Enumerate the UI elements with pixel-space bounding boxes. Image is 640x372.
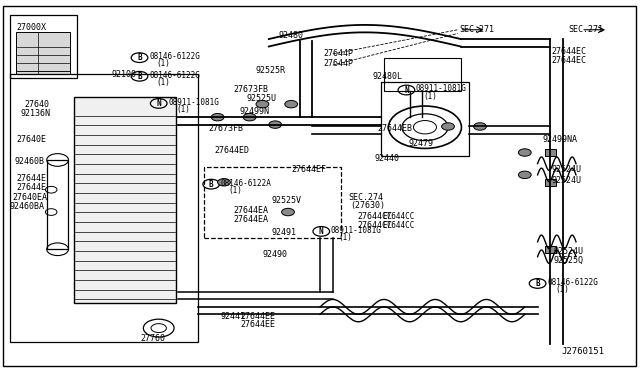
Text: J2760151: J2760151 — [562, 347, 605, 356]
Text: 92460B: 92460B — [14, 157, 44, 166]
Bar — [10, 15, 77, 78]
Bar — [545, 149, 556, 156]
Text: 27644E: 27644E — [16, 174, 46, 183]
Text: 92491: 92491 — [272, 228, 297, 237]
Text: 08146-6122A: 08146-6122A — [221, 179, 271, 187]
Text: (27630): (27630) — [351, 201, 386, 210]
Circle shape — [282, 208, 294, 216]
Text: 27644P: 27644P — [323, 49, 353, 58]
Text: B: B — [137, 53, 142, 62]
Text: 92479: 92479 — [408, 139, 433, 148]
Text: 92440: 92440 — [374, 154, 399, 163]
Text: 27644EC: 27644EC — [552, 47, 587, 56]
Text: 92499NA: 92499NA — [543, 135, 578, 144]
Circle shape — [474, 123, 486, 130]
Text: 92480: 92480 — [278, 31, 303, 40]
Circle shape — [256, 100, 269, 108]
Bar — [47, 160, 68, 249]
Circle shape — [518, 171, 531, 179]
Text: 92525U: 92525U — [246, 94, 276, 103]
Text: SEC.274: SEC.274 — [349, 193, 384, 202]
Text: 92480L: 92480L — [372, 72, 403, 81]
Text: 27673FB: 27673FB — [234, 85, 269, 94]
Text: 27640E: 27640E — [16, 135, 46, 144]
Text: E7644CC: E7644CC — [383, 212, 415, 221]
Text: 92525R: 92525R — [256, 66, 286, 75]
Text: 27644EC: 27644EC — [552, 56, 587, 65]
Text: 92499N: 92499N — [240, 107, 270, 116]
Text: 27644EE: 27644EE — [240, 320, 275, 329]
Text: 27644EB: 27644EB — [378, 124, 413, 133]
Text: 27644ED: 27644ED — [214, 146, 250, 155]
Circle shape — [243, 113, 256, 121]
Bar — [204, 167, 341, 238]
Circle shape — [269, 121, 282, 128]
Text: 92525Q: 92525Q — [554, 256, 584, 265]
Text: B: B — [137, 72, 142, 81]
Text: 92136N: 92136N — [20, 109, 51, 118]
Text: (1): (1) — [176, 105, 190, 114]
Text: 27644EA: 27644EA — [234, 215, 269, 224]
Text: SEC.271: SEC.271 — [460, 25, 495, 34]
Text: 92524U: 92524U — [554, 247, 584, 256]
Text: 08911-1081G: 08911-1081G — [168, 98, 219, 107]
Text: 08146-6122G: 08146-6122G — [547, 278, 598, 287]
Text: 92490: 92490 — [262, 250, 287, 259]
Circle shape — [442, 123, 454, 130]
Text: 08911-1081G: 08911-1081G — [331, 226, 381, 235]
Text: 27644E: 27644E — [16, 183, 46, 192]
Text: (1): (1) — [424, 92, 438, 101]
Text: 27644EF: 27644EF — [291, 165, 326, 174]
Text: N: N — [319, 227, 324, 236]
Text: 27000X: 27000X — [16, 23, 46, 32]
Bar — [16, 32, 70, 74]
Text: (1): (1) — [228, 186, 243, 195]
Circle shape — [518, 149, 531, 156]
Text: (1): (1) — [157, 78, 171, 87]
Text: 92100: 92100 — [112, 70, 137, 79]
Text: 27644EE: 27644EE — [240, 312, 275, 321]
Bar — [384, 58, 461, 91]
Text: E7644CC: E7644CC — [383, 221, 415, 230]
Text: N: N — [156, 99, 161, 108]
Text: 27644CC: 27644CC — [357, 212, 392, 221]
Text: 92460BA: 92460BA — [10, 202, 45, 211]
Bar — [381, 82, 469, 156]
Text: (1): (1) — [339, 233, 353, 242]
Text: 27644P: 27644P — [323, 59, 353, 68]
Bar — [545, 246, 556, 253]
Circle shape — [218, 179, 230, 186]
Circle shape — [285, 100, 298, 108]
Text: 92524U: 92524U — [552, 165, 582, 174]
Text: 27644EA: 27644EA — [234, 206, 269, 215]
Bar — [10, 74, 198, 342]
Text: 27673FB: 27673FB — [208, 124, 243, 133]
Text: N: N — [404, 86, 409, 94]
Text: 27760: 27760 — [141, 334, 166, 343]
Text: 27640EA: 27640EA — [13, 193, 48, 202]
Text: (1): (1) — [555, 285, 569, 294]
Text: 92525V: 92525V — [272, 196, 302, 205]
Text: B: B — [209, 180, 214, 189]
Bar — [545, 179, 556, 186]
Text: 27640: 27640 — [24, 100, 49, 109]
Circle shape — [211, 113, 224, 121]
Text: 92441: 92441 — [221, 312, 246, 321]
Text: 08146-6122G: 08146-6122G — [149, 71, 200, 80]
Text: 92524U: 92524U — [552, 176, 582, 185]
Text: 08146-6122G: 08146-6122G — [149, 52, 200, 61]
Text: B: B — [535, 279, 540, 288]
Bar — [74, 97, 176, 303]
Text: 08911-1081G: 08911-1081G — [416, 84, 467, 93]
Text: 27644CC: 27644CC — [357, 221, 392, 230]
Text: (1): (1) — [157, 60, 171, 68]
Text: SEC.271: SEC.271 — [568, 25, 604, 34]
